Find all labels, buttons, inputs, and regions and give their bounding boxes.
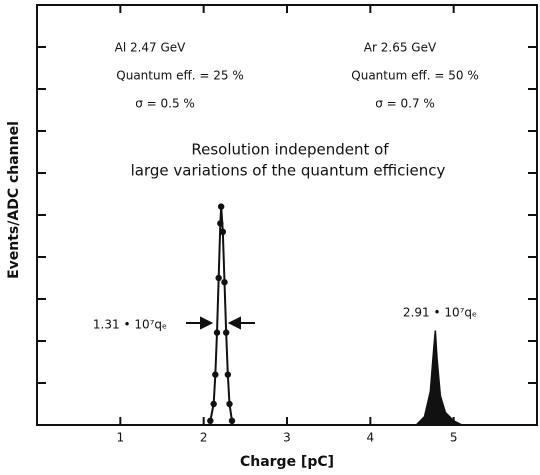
series-line — [209, 206, 233, 421]
data-point — [221, 279, 228, 286]
data-point — [222, 329, 230, 336]
x-tick-label: 4 — [367, 431, 375, 445]
x-axis-label: Charge [pC] — [240, 454, 334, 470]
annotation: 1.31 • 10⁷qₑ — [93, 318, 167, 332]
annotation: σ = 0.5 % — [135, 97, 195, 111]
data-point — [224, 371, 232, 378]
y-axis-label: Events/ADC channel — [6, 121, 22, 279]
data-point — [215, 274, 222, 282]
annotation: σ = 0.7 % — [375, 97, 435, 111]
data-point — [228, 417, 236, 424]
annotation: Ar 2.65 GeV — [364, 41, 437, 55]
annotation: Resolution independent of — [191, 141, 389, 159]
data-point — [207, 417, 214, 424]
annotation: Quantum eff. = 50 % — [351, 69, 478, 83]
annotation: 2.91 • 10⁷qₑ — [403, 306, 477, 320]
x-tick-label: 1 — [117, 431, 125, 445]
data-point — [210, 400, 217, 408]
x-tick-label: 2 — [200, 431, 208, 445]
x-tick-label: 5 — [450, 431, 458, 445]
annotation: large variations of the quantum efficien… — [131, 162, 446, 180]
fwhm-arrows — [186, 316, 255, 330]
annotation: Al 2.47 GeV — [115, 41, 187, 55]
annotation: Quantum eff. = 25 % — [116, 69, 243, 83]
x-tick-label: 3 — [283, 431, 291, 445]
data-point — [226, 400, 233, 408]
data-point — [217, 203, 225, 210]
data-point — [212, 371, 219, 378]
data-point — [217, 220, 224, 227]
series-area — [414, 330, 463, 426]
data-point — [213, 329, 221, 336]
data-point — [219, 228, 227, 235]
